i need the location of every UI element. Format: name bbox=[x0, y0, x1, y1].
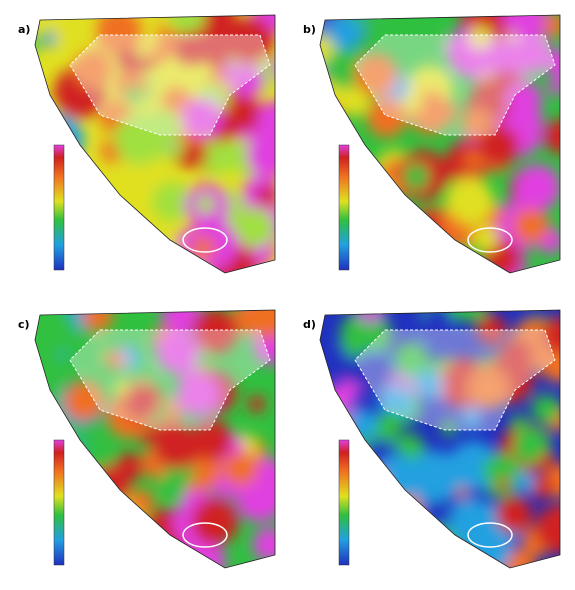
anomaly bbox=[171, 250, 192, 271]
anomaly bbox=[464, 152, 481, 169]
anomaly bbox=[332, 527, 369, 564]
anomaly bbox=[296, 540, 338, 582]
panel-label: b) bbox=[303, 23, 316, 36]
anomaly bbox=[364, 224, 391, 251]
anomaly bbox=[257, 185, 277, 205]
anomaly bbox=[439, 215, 463, 239]
panel-label: c) bbox=[18, 318, 30, 331]
anomaly bbox=[155, 424, 201, 470]
anomaly bbox=[409, 451, 460, 502]
anomaly bbox=[344, 500, 391, 547]
map-image bbox=[295, 290, 575, 588]
anomaly bbox=[538, 453, 555, 470]
map-panel: c) bbox=[9, 288, 293, 588]
color-bar bbox=[54, 440, 64, 565]
anomaly bbox=[513, 207, 549, 243]
map-image bbox=[295, 0, 575, 290]
anomaly bbox=[82, 300, 113, 331]
anomaly bbox=[348, 409, 378, 439]
anomaly bbox=[452, 254, 469, 271]
anomaly bbox=[317, 501, 339, 523]
anomaly bbox=[495, 496, 532, 533]
anomaly bbox=[224, 452, 258, 486]
anomaly bbox=[69, 539, 111, 581]
anomaly bbox=[64, 173, 96, 205]
anomaly bbox=[247, 133, 291, 177]
anomaly bbox=[68, 189, 92, 213]
anomaly bbox=[129, 489, 155, 515]
anomaly bbox=[403, 163, 429, 189]
anomaly bbox=[428, 230, 448, 250]
map-image bbox=[9, 288, 293, 588]
anomaly bbox=[434, 541, 480, 587]
anomaly bbox=[191, 236, 215, 260]
anomaly bbox=[196, 195, 216, 215]
anomaly bbox=[109, 535, 159, 585]
anomaly bbox=[447, 290, 478, 321]
anomaly bbox=[351, 502, 382, 533]
panel-label: a) bbox=[18, 23, 30, 36]
anomaly bbox=[297, 207, 341, 251]
anomaly bbox=[23, 510, 55, 542]
anomaly bbox=[328, 407, 354, 433]
anomaly bbox=[548, 78, 565, 95]
anomaly bbox=[29, 470, 52, 493]
anomaly bbox=[68, 437, 85, 454]
anomaly bbox=[18, 242, 42, 266]
anomaly bbox=[9, 339, 60, 390]
anomaly bbox=[13, 427, 46, 460]
anomaly bbox=[310, 220, 335, 245]
anomaly bbox=[403, 525, 445, 567]
anomaly bbox=[310, 450, 335, 475]
anomaly bbox=[102, 525, 144, 567]
anomaly bbox=[472, 226, 498, 252]
anomaly bbox=[355, 294, 385, 324]
anomaly bbox=[407, 242, 423, 258]
anomaly bbox=[482, 457, 508, 483]
panel-label: d) bbox=[303, 318, 316, 331]
anomaly bbox=[90, 465, 131, 506]
anomaly bbox=[62, 501, 113, 552]
anomaly bbox=[336, 410, 352, 426]
anomaly bbox=[248, 396, 265, 413]
anomaly bbox=[19, 488, 42, 511]
color-bar bbox=[339, 145, 349, 270]
anomaly bbox=[16, 436, 51, 471]
anomaly bbox=[532, 395, 561, 424]
anomaly bbox=[40, 108, 59, 127]
anomaly bbox=[449, 498, 497, 546]
map-panel: a) bbox=[10, 0, 300, 293]
color-bar bbox=[339, 440, 349, 565]
anomaly bbox=[37, 0, 61, 23]
anomaly bbox=[328, 16, 363, 51]
anomaly bbox=[413, 253, 449, 289]
anomaly bbox=[339, 129, 355, 145]
anomaly bbox=[515, 472, 536, 493]
anomaly bbox=[329, 538, 374, 583]
anomaly bbox=[24, 403, 63, 442]
anomaly bbox=[53, 11, 92, 50]
anomaly bbox=[376, 181, 392, 197]
anomaly bbox=[234, 208, 275, 249]
anomaly bbox=[514, 164, 560, 210]
anomaly bbox=[71, 546, 95, 570]
figure: a) b) c) d) bbox=[0, 0, 575, 590]
anomaly bbox=[192, 498, 239, 545]
anomaly bbox=[366, 469, 386, 489]
map-image bbox=[10, 0, 300, 293]
anomaly bbox=[545, 21, 562, 38]
map-panel: d) bbox=[295, 290, 575, 588]
map-panel: b) bbox=[295, 0, 575, 290]
color-bar bbox=[54, 145, 64, 270]
anomaly bbox=[312, 443, 334, 465]
anomaly bbox=[95, 538, 145, 588]
anomaly bbox=[511, 415, 528, 432]
